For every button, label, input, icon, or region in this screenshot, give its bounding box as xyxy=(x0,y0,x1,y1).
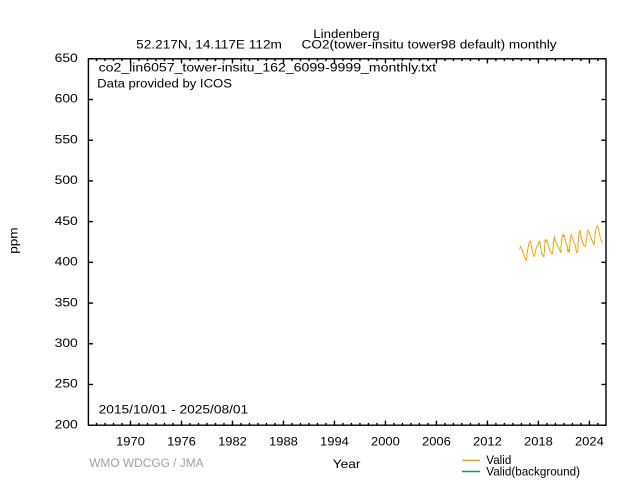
svg-text:CO2(tower-insitu tower98 defau: CO2(tower-insitu tower98 default) monthl… xyxy=(302,38,558,52)
svg-text:1994: 1994 xyxy=(320,435,349,449)
svg-text:450: 450 xyxy=(55,214,78,228)
svg-text:250: 250 xyxy=(55,377,78,391)
svg-text:Lindenberg: Lindenberg xyxy=(313,27,380,41)
svg-text:1970: 1970 xyxy=(116,435,145,449)
svg-text:300: 300 xyxy=(55,336,78,350)
svg-text:550: 550 xyxy=(55,132,78,146)
svg-text:500: 500 xyxy=(55,173,78,187)
svg-text:ppm: ppm xyxy=(7,227,21,253)
svg-text:Data provided by ICOS: Data provided by ICOS xyxy=(97,77,232,91)
svg-text:650: 650 xyxy=(55,51,78,65)
svg-text:1982: 1982 xyxy=(218,435,247,449)
svg-text:2024: 2024 xyxy=(575,435,604,449)
svg-text:350: 350 xyxy=(55,295,78,309)
svg-text:co2_lin6057_tower-insitu_162_6: co2_lin6057_tower-insitu_162_6099-9999_m… xyxy=(99,60,437,74)
svg-text:Valid: Valid xyxy=(486,453,511,467)
svg-text:2006: 2006 xyxy=(422,435,451,449)
svg-text:400: 400 xyxy=(55,255,78,269)
svg-text:WMO WDCGG / JMA: WMO WDCGG / JMA xyxy=(89,456,204,470)
svg-text:200: 200 xyxy=(55,417,78,431)
svg-text:2018: 2018 xyxy=(524,435,553,449)
svg-text:1976: 1976 xyxy=(167,435,196,449)
svg-text:Year: Year xyxy=(333,457,361,471)
svg-text:2012: 2012 xyxy=(473,435,502,449)
svg-text:52.217N, 14.117E 112m: 52.217N, 14.117E 112m xyxy=(136,38,282,52)
svg-text:2015/10/01 - 2025/08/01: 2015/10/01 - 2025/08/01 xyxy=(99,403,249,417)
svg-text:600: 600 xyxy=(55,92,78,106)
svg-text:Valid(background): Valid(background) xyxy=(486,464,580,478)
svg-text:2000: 2000 xyxy=(371,435,400,449)
svg-text:1988: 1988 xyxy=(269,435,298,449)
